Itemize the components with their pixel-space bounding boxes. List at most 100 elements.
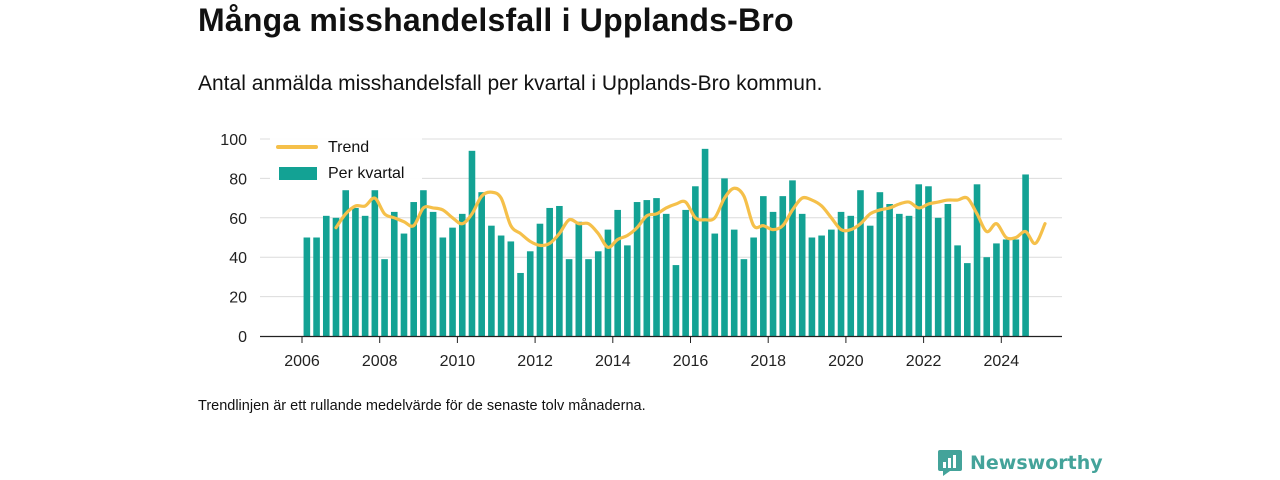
bar bbox=[322, 215, 330, 336]
x-tick-label: 2016 bbox=[673, 353, 709, 370]
bar bbox=[556, 205, 563, 336]
bar bbox=[536, 223, 544, 336]
bar bbox=[779, 196, 787, 336]
chart: 0 20 40 60 80 100 2006 2008 2010 2012 2014 2016 2018… bbox=[220, 132, 1062, 370]
legend-trend-label: Trend bbox=[328, 139, 369, 156]
x-tick-label: 2014 bbox=[595, 353, 631, 370]
footnote: Trendlinjen är ett rullande medelvärde f… bbox=[198, 398, 646, 414]
bar bbox=[760, 196, 767, 336]
x-tick-label: 2024 bbox=[984, 353, 1020, 370]
bar bbox=[643, 200, 651, 336]
bar bbox=[711, 233, 719, 336]
chart-title: Många misshandelsfall i Upplands-Bro bbox=[198, 2, 794, 38]
bar bbox=[410, 202, 417, 336]
bar bbox=[944, 204, 952, 336]
bar bbox=[769, 211, 777, 336]
bar bbox=[954, 245, 961, 336]
y-tick-label: 80 bbox=[229, 171, 247, 188]
bar bbox=[866, 225, 874, 336]
bar bbox=[973, 184, 981, 336]
bar bbox=[857, 190, 864, 336]
y-tick-label: 100 bbox=[220, 132, 247, 149]
bar bbox=[692, 186, 699, 336]
bar bbox=[614, 209, 621, 336]
bar bbox=[721, 178, 728, 336]
x-tick-label: 2012 bbox=[517, 353, 553, 370]
bar bbox=[672, 265, 680, 336]
bar bbox=[390, 211, 398, 336]
y-tick-label: 20 bbox=[229, 290, 247, 307]
bar bbox=[993, 243, 1000, 336]
bar bbox=[983, 257, 991, 336]
bar bbox=[1022, 174, 1029, 336]
bar bbox=[818, 235, 825, 336]
x-tick-label: 2020 bbox=[828, 353, 864, 370]
bar bbox=[342, 190, 350, 336]
bar bbox=[750, 237, 757, 336]
bar bbox=[886, 204, 893, 336]
bar bbox=[313, 237, 320, 336]
bar bbox=[604, 229, 612, 336]
bar bbox=[730, 229, 738, 336]
y-tick-label: 0 bbox=[238, 329, 247, 346]
bar bbox=[361, 215, 369, 336]
bar bbox=[828, 229, 835, 336]
bar bbox=[837, 211, 845, 336]
newsworthy-logo-icon bbox=[938, 450, 962, 476]
y-tick-label: 40 bbox=[229, 250, 247, 267]
bar bbox=[468, 150, 476, 336]
trend-line-group bbox=[334, 186, 1047, 249]
bar bbox=[585, 259, 592, 336]
bar bbox=[964, 263, 971, 336]
bar bbox=[1002, 239, 1010, 336]
bar bbox=[905, 215, 913, 336]
bar bbox=[798, 213, 806, 336]
bar bbox=[594, 251, 602, 336]
legend: Trend Per kvartal bbox=[270, 132, 422, 186]
bar bbox=[420, 190, 427, 336]
bar bbox=[847, 215, 855, 336]
bar bbox=[517, 272, 524, 336]
trend-line bbox=[334, 186, 1047, 249]
x-tick-label: 2010 bbox=[440, 353, 476, 370]
bar bbox=[934, 217, 942, 336]
bar bbox=[565, 259, 573, 336]
bar bbox=[303, 237, 311, 336]
legend-bar-label: Per kvartal bbox=[328, 165, 404, 182]
bar bbox=[381, 259, 388, 336]
bar bbox=[507, 241, 515, 336]
bar bbox=[371, 190, 379, 336]
bar bbox=[808, 237, 816, 336]
bar bbox=[575, 221, 583, 336]
bar bbox=[653, 198, 660, 336]
bar bbox=[449, 227, 456, 336]
bar bbox=[478, 192, 485, 336]
legend-bar-swatch bbox=[279, 167, 317, 180]
bar bbox=[740, 259, 748, 336]
chart-subtitle: Antal anmälda misshandelsfall per kvarta… bbox=[198, 72, 823, 95]
bar bbox=[429, 211, 437, 336]
bar bbox=[439, 237, 447, 336]
x-tick-label: 2018 bbox=[750, 353, 786, 370]
bar bbox=[682, 209, 689, 336]
bar bbox=[1012, 239, 1020, 336]
bar bbox=[915, 184, 923, 336]
y-tick-label: 60 bbox=[229, 211, 247, 228]
bar bbox=[896, 213, 903, 336]
bar bbox=[633, 202, 641, 336]
bar bbox=[925, 186, 932, 336]
brand-name: Newsworthy bbox=[970, 452, 1103, 474]
bars bbox=[303, 148, 1029, 336]
bar bbox=[701, 148, 709, 336]
axes: 0 20 40 60 80 100 2006 2008 2010 2012 2014 2016 2018… bbox=[220, 132, 1062, 370]
bar bbox=[662, 213, 670, 336]
bar bbox=[332, 217, 340, 336]
bar bbox=[546, 207, 553, 336]
bar bbox=[458, 213, 466, 336]
bar bbox=[624, 245, 631, 336]
x-tick-label: 2006 bbox=[284, 353, 320, 370]
bar bbox=[526, 251, 534, 336]
x-tick-label: 2022 bbox=[906, 353, 942, 370]
bar bbox=[352, 207, 359, 336]
brand-logo: Newsworthy bbox=[938, 450, 1103, 476]
